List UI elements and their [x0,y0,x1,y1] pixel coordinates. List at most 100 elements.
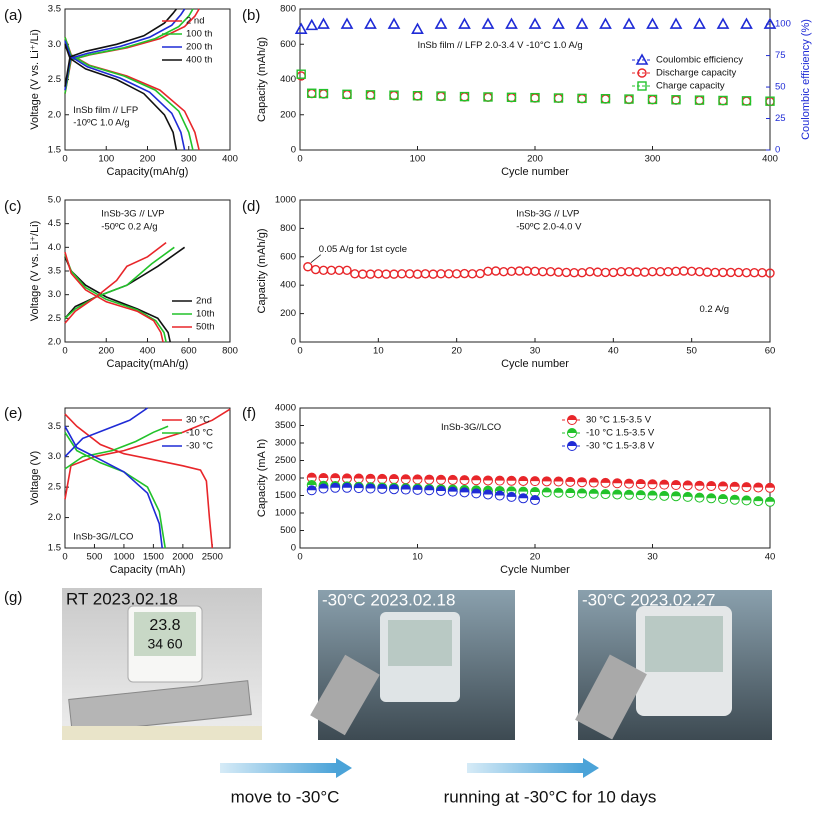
marker [530,93,540,103]
marker [616,267,626,277]
marker [294,22,308,34]
screen [134,612,196,656]
x-axis-label: Capacity (mAh) [110,564,186,576]
legend-label: 2 nd [186,16,205,27]
marker [565,488,576,499]
marker [307,88,317,99]
x-tick-label: 30 [530,346,541,357]
x-tick-label: 10 [373,346,384,357]
y-tick-label: 1500 [275,490,296,501]
annotation: InSb-3G//LCO [441,422,501,433]
marker [459,475,470,486]
marker [565,476,576,487]
marker-part [377,474,387,479]
marker-part [671,480,681,485]
marker [397,269,407,279]
y-tick-label: 0 [291,543,296,554]
x-tick-label: 40 [608,346,619,357]
marker [718,96,728,106]
marker [679,266,689,276]
marker [694,95,705,105]
marker-part [577,488,587,494]
marker [567,441,577,451]
marker [671,491,681,502]
marker [471,488,482,499]
marker [741,96,752,106]
y-tick-label: 2.0 [48,512,61,523]
marker-part [507,492,516,497]
marker-part [307,480,317,485]
annotation: InSb-3G//LCO [73,531,133,542]
y-tick-label: 0 [291,145,296,156]
marker-part [730,495,740,500]
marker [608,267,619,278]
marker [530,92,540,103]
marker [541,487,552,498]
marker [553,267,564,277]
marker-part [530,487,540,492]
marker [600,267,611,278]
marker [655,267,666,277]
marker [303,262,313,272]
y2-tick-label: 25 [775,113,786,124]
x-tick-label: 600 [181,346,197,357]
x-tick-label: 2000 [172,552,193,563]
curve [64,8,186,151]
marker [635,490,646,501]
marker [552,17,565,29]
marker [475,268,485,279]
marker-part [648,491,657,496]
marker-part [542,487,552,493]
marker-part [695,493,704,498]
marker-part [636,479,646,484]
x-tick-label: 300 [181,154,197,165]
marker [307,88,317,98]
marker [365,90,376,100]
marker [561,267,572,278]
marker [400,474,411,485]
y-tick-label: 400 [280,280,296,291]
marker [436,91,446,102]
marker [318,265,329,275]
marker [624,94,634,104]
y-tick-label: 3.5 [48,421,61,432]
marker [326,265,337,275]
marker [518,475,529,486]
x-axis-label: Capacity(mAh/g) [107,166,189,178]
marker-part [671,491,681,497]
marker-part [495,491,505,496]
marker-part [389,484,399,490]
y-tick-label: 1.5 [48,543,61,554]
curve [64,8,178,151]
x-tick-label: 10 [412,552,423,563]
marker [765,496,775,507]
legend-label: 200 th [186,42,212,53]
marker [365,483,376,494]
marker [682,480,693,491]
marker [305,18,319,31]
marker [749,268,760,278]
marker [471,475,482,486]
x-tick-label: 0 [297,346,302,357]
marker [330,482,341,493]
y-tick-label: 200 [280,109,296,120]
battery [310,654,380,736]
marker-part [753,496,763,502]
x-tick-label: 200 [527,154,543,165]
x-tick-label: 40 [765,552,776,563]
legend-label: 50th [196,322,215,333]
marker-part [448,475,458,480]
marker [342,89,352,100]
marker-part [554,488,563,493]
x-tick-label: 20 [451,346,462,357]
photo [310,590,515,740]
marker [412,91,423,101]
marker [647,94,658,105]
y-tick-label: 3.5 [48,266,61,277]
marker [577,93,587,104]
marker-part [706,481,716,487]
marker [718,494,728,504]
panel-label: (c) [4,198,22,215]
ruler [62,726,262,740]
marker [637,68,647,78]
